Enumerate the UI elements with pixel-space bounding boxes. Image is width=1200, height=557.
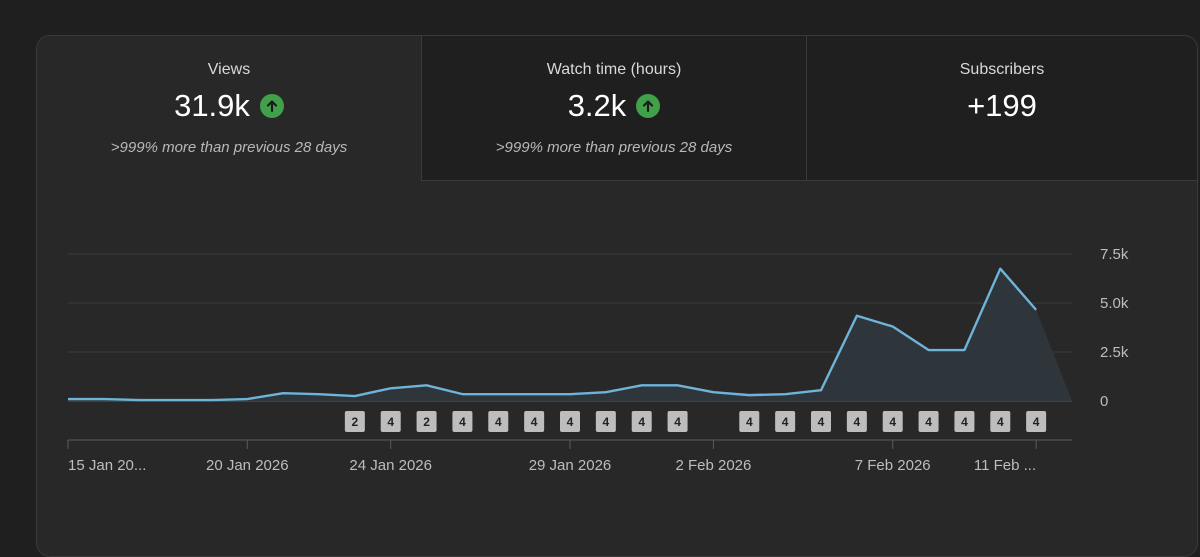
video-badge-label: 4 — [818, 415, 825, 429]
y-tick-label: 5.0k — [1100, 295, 1129, 312]
video-badge — [954, 411, 975, 432]
video-badge — [882, 411, 903, 432]
video-badge-label: 4 — [782, 415, 789, 429]
video-badge-label: 4 — [1033, 415, 1040, 429]
views-line — [68, 267, 1038, 402]
video-badge — [1026, 411, 1047, 432]
metric-label-views: Views — [207, 61, 251, 78]
video-badge — [344, 411, 365, 432]
video-badge — [452, 411, 473, 432]
y-tick-label: 7.5k — [1100, 246, 1129, 263]
video-badge — [631, 411, 652, 432]
video-badge — [990, 411, 1011, 432]
video-badge-label: 4 — [997, 415, 1004, 429]
video-badge — [667, 411, 688, 432]
video-badge — [595, 411, 616, 432]
video-badge — [846, 411, 867, 432]
video-badge-label: 4 — [387, 415, 394, 429]
video-badge-label: 4 — [746, 415, 753, 429]
video-badge-label: 2 — [352, 415, 359, 429]
video-badge-label: 4 — [854, 415, 861, 429]
metric-tabs: Views 31.9k >999% more than previous 28 … — [37, 36, 1197, 181]
video-badge — [811, 411, 831, 432]
video-badge — [416, 411, 437, 432]
metric-tab-views[interactable]: Views 31.9k >999% more than previous 28 … — [37, 36, 421, 181]
video-badge — [739, 411, 760, 432]
x-tick-label: 24 Jan 2026 — [349, 457, 432, 474]
metric-tab-watch-time[interactable]: Watch time (hours) 3.2k >999% more than … — [421, 36, 806, 181]
video-badge-label: 4 — [961, 415, 968, 429]
metric-comparison-views: >999% more than previous 28 days — [110, 139, 348, 156]
video-badge — [560, 411, 580, 432]
views-line-chart: 0 2.5k 5.0k 7.5k 2 4 2 4 4 4 4 4 4 4 4 4 4 4 4 4 4 4 4 15 Jan 2… — [67, 246, 1129, 474]
metric-tab-subscribers[interactable]: Subscribers +199 — [806, 36, 1197, 181]
y-tick-label: 0 — [1100, 393, 1108, 410]
x-tick-label: 11 Feb ... — [974, 457, 1036, 474]
x-tick-label: 2 Feb 2026 — [675, 457, 751, 474]
x-tick-label: 29 Jan 2026 — [529, 457, 612, 474]
video-badge — [380, 411, 401, 432]
metric-label-watch-time: Watch time (hours) — [546, 61, 682, 78]
metric-value-watch-time: 3.2k — [567, 88, 627, 123]
x-tick-label: 20 Jan 2026 — [206, 457, 289, 474]
metric-value-subscribers: +199 — [967, 88, 1037, 123]
video-badge-label: 4 — [531, 415, 538, 429]
video-badge-label: 4 — [459, 415, 466, 429]
video-badge — [488, 411, 509, 432]
video-badge-label: 4 — [495, 415, 502, 429]
x-tick-label: 7 Feb 2026 — [855, 457, 931, 474]
metric-comparison-watch-time: >999% more than previous 28 days — [495, 139, 733, 156]
y-tick-label: 2.5k — [1100, 344, 1129, 361]
video-badge-label: 4 — [638, 415, 645, 429]
x-tick-label: 15 Jan 20... — [68, 457, 146, 474]
video-badge-label: 4 — [889, 415, 896, 429]
video-badge-label: 4 — [603, 415, 610, 429]
metric-value-views: 31.9k — [174, 88, 250, 123]
video-badge-label: 2 — [423, 415, 430, 429]
arrow-up-circle-icon — [636, 94, 661, 118]
metric-label-subscribers: Subscribers — [959, 61, 1045, 78]
views-area — [68, 268, 1072, 401]
video-badge — [775, 411, 796, 432]
video-badge-label: 4 — [674, 415, 681, 429]
arrow-up-circle-icon — [259, 94, 284, 118]
video-badge — [524, 411, 545, 432]
video-badge — [918, 411, 939, 432]
video-badge-label: 4 — [925, 415, 932, 429]
video-badge-label: 4 — [567, 415, 574, 429]
